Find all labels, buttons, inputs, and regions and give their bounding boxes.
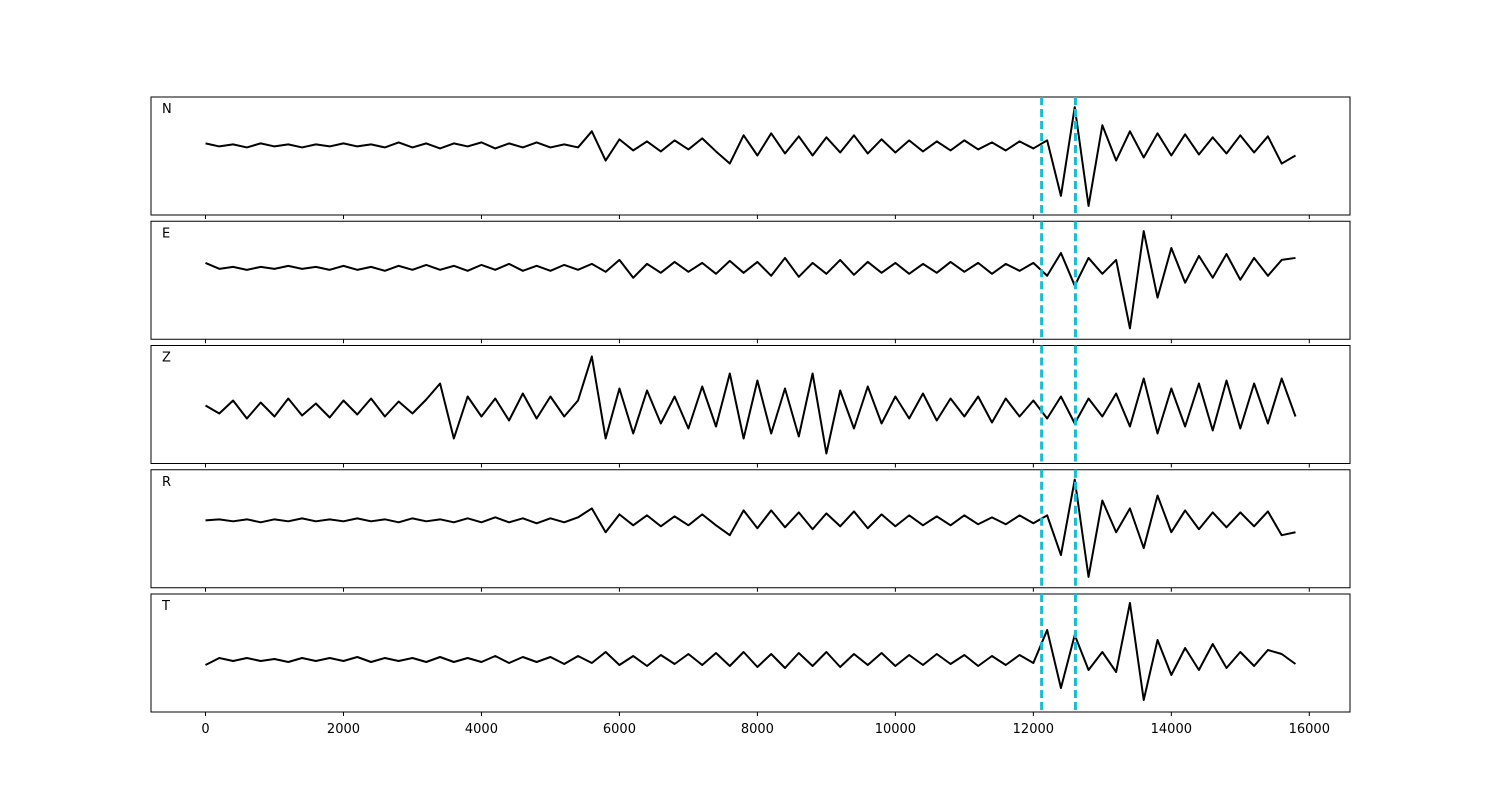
trace [205, 602, 1297, 701]
x-tick-label: 0 [201, 722, 209, 737]
trace [204, 355, 1297, 455]
x-tick-label: 12000 [1013, 722, 1054, 737]
panel-label: T [161, 599, 170, 614]
x-tick-label: 16000 [1289, 722, 1330, 737]
panel-label: E [162, 226, 170, 241]
x-tick-label: 10000 [875, 722, 916, 737]
panel-frame [150, 345, 1351, 464]
panel-frame [150, 220, 1351, 340]
x-tick-label: 4000 [465, 722, 498, 737]
panel-label: Z [162, 351, 171, 366]
x-tick-label: 6000 [603, 722, 636, 737]
trace [205, 478, 1296, 578]
panel-label: N [162, 102, 172, 117]
panel-label: R [162, 475, 171, 490]
x-tick-label: 14000 [1151, 722, 1192, 737]
panel-frame [150, 593, 1351, 713]
panel-frame [150, 96, 1351, 216]
x-tick-label: 2000 [327, 722, 360, 737]
x-tick-label: 8000 [741, 722, 774, 737]
panel-frame [150, 469, 1351, 589]
trace [205, 230, 1296, 330]
trace [205, 106, 1297, 207]
